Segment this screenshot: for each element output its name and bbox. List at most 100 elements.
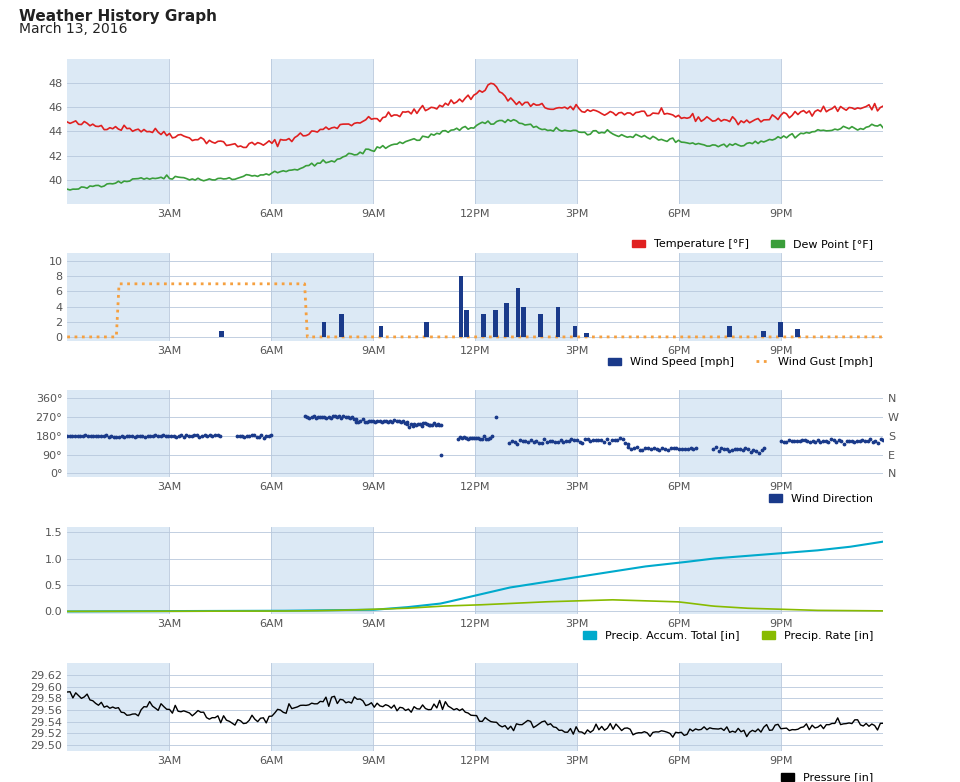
Point xyxy=(119,429,134,442)
Point xyxy=(599,432,614,445)
Point xyxy=(116,430,132,443)
Point xyxy=(588,433,604,446)
Bar xyxy=(492,310,497,337)
Point xyxy=(410,418,425,430)
Point xyxy=(306,409,322,421)
Bar xyxy=(271,59,373,204)
Point xyxy=(669,442,684,454)
Bar xyxy=(680,390,781,477)
Point xyxy=(355,413,371,425)
Point xyxy=(348,413,364,425)
Point xyxy=(145,430,160,443)
Point xyxy=(200,429,215,442)
Bar xyxy=(475,527,577,614)
Point xyxy=(871,436,886,449)
Point xyxy=(876,434,891,447)
Point xyxy=(553,434,568,447)
Point xyxy=(329,411,345,423)
Point xyxy=(517,435,533,447)
Point xyxy=(719,443,734,456)
Point xyxy=(844,435,859,447)
Point xyxy=(396,415,411,428)
Point xyxy=(347,413,362,425)
Point xyxy=(468,432,484,444)
Point xyxy=(399,416,415,429)
Point xyxy=(380,416,396,429)
Point xyxy=(577,433,592,446)
Point xyxy=(207,429,223,442)
Point xyxy=(430,418,445,431)
Point xyxy=(101,430,116,443)
Point xyxy=(197,429,212,442)
Point xyxy=(472,433,488,446)
Point xyxy=(795,434,810,447)
Point xyxy=(529,435,544,447)
Point xyxy=(140,430,156,443)
Bar xyxy=(459,276,464,337)
Point xyxy=(564,432,579,445)
Point xyxy=(652,443,667,456)
Point xyxy=(107,431,122,443)
Point xyxy=(334,411,349,424)
Point xyxy=(132,429,148,442)
Point xyxy=(158,430,174,443)
Point xyxy=(735,443,751,456)
Point xyxy=(90,429,106,442)
Point xyxy=(181,429,197,442)
Point xyxy=(465,432,480,445)
Point xyxy=(730,443,745,456)
Point xyxy=(572,436,588,448)
Point xyxy=(833,434,849,447)
Point xyxy=(434,419,449,432)
Point xyxy=(547,436,563,448)
Bar xyxy=(577,59,680,204)
Point xyxy=(304,411,320,424)
Bar xyxy=(169,253,271,341)
Point xyxy=(252,430,267,443)
Point xyxy=(88,429,104,442)
Point xyxy=(781,433,797,446)
Bar xyxy=(680,527,781,614)
Point xyxy=(212,430,228,443)
Text: March 13, 2016: March 13, 2016 xyxy=(19,22,128,36)
Point xyxy=(420,418,435,431)
Point xyxy=(81,430,96,443)
Point xyxy=(184,430,200,443)
Point xyxy=(247,429,262,441)
Bar xyxy=(271,253,373,341)
Point xyxy=(566,434,582,447)
Point xyxy=(779,436,794,448)
Point xyxy=(746,444,761,457)
Point xyxy=(842,435,857,447)
Point xyxy=(658,443,673,456)
Bar xyxy=(727,325,732,337)
Point xyxy=(385,416,400,429)
Bar xyxy=(761,331,766,337)
Point xyxy=(111,431,127,443)
Bar xyxy=(680,253,781,341)
Point xyxy=(818,435,833,447)
Legend: Temperature [°F], Dew Point [°F]: Temperature [°F], Dew Point [°F] xyxy=(627,235,877,253)
Point xyxy=(108,430,124,443)
Point xyxy=(179,429,194,442)
Point xyxy=(156,429,171,442)
Point xyxy=(481,432,496,445)
Point xyxy=(828,436,844,448)
Point xyxy=(727,443,742,455)
Point xyxy=(513,433,528,446)
Bar xyxy=(577,253,680,341)
Point xyxy=(680,443,695,455)
Point xyxy=(229,429,245,442)
Point xyxy=(476,430,492,443)
Point xyxy=(674,443,689,455)
Bar xyxy=(795,329,800,337)
Point xyxy=(67,430,83,443)
Point xyxy=(408,419,423,432)
Point xyxy=(192,430,207,443)
Point xyxy=(655,442,670,454)
Point xyxy=(234,429,250,442)
Bar xyxy=(169,527,271,614)
Point xyxy=(452,430,468,443)
Bar xyxy=(219,331,224,337)
Point xyxy=(478,432,493,445)
